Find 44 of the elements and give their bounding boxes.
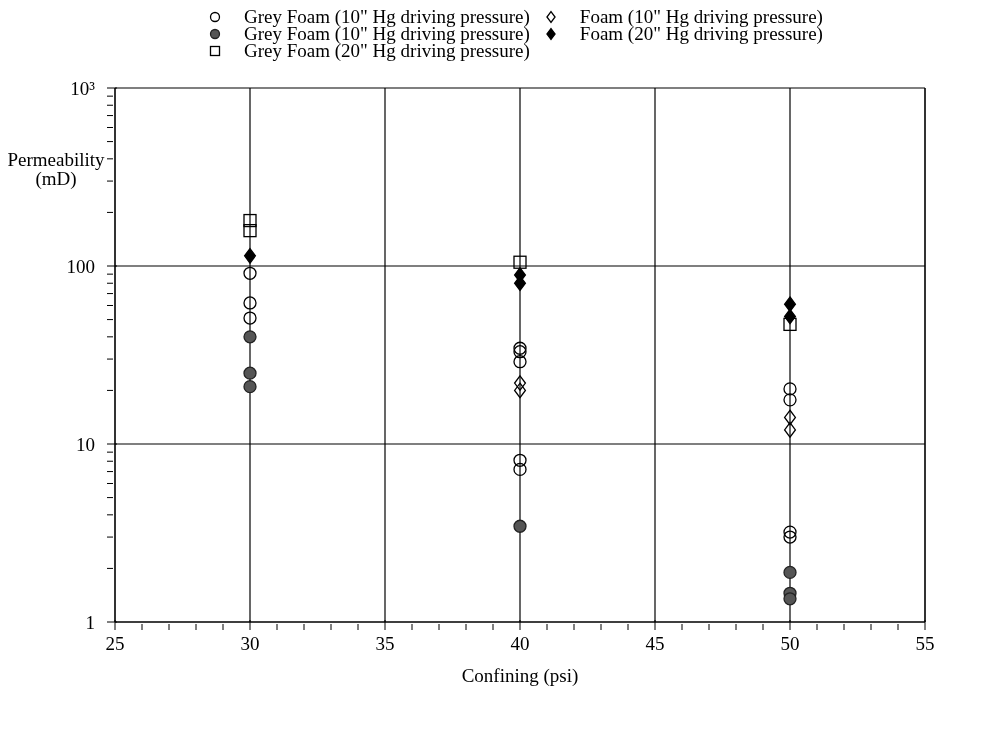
x-tick-label: 25 <box>105 633 125 654</box>
point <box>513 255 527 269</box>
legend-label: Grey Foam (10" Hg driving pressure) <box>244 6 530 27</box>
point <box>783 393 797 407</box>
y-tick-label: 10 <box>76 433 95 455</box>
point <box>243 330 257 344</box>
point <box>783 317 797 332</box>
point <box>513 355 527 369</box>
point <box>513 519 527 533</box>
x-tick-label: 35 <box>375 633 395 654</box>
point <box>243 248 257 264</box>
x-tick-label: 55 <box>915 633 935 654</box>
x-tick-label: 40 <box>510 633 530 654</box>
point <box>783 565 797 580</box>
point <box>513 341 527 355</box>
x-axis-title: Confining (psi) <box>461 665 579 687</box>
point <box>513 453 527 467</box>
y-tick-label: 1 <box>85 611 95 633</box>
point <box>243 380 257 394</box>
point <box>513 375 527 391</box>
point <box>783 530 797 544</box>
x-tick-label: 30 <box>240 633 260 654</box>
point <box>243 311 257 325</box>
point <box>783 296 797 313</box>
point <box>783 525 797 539</box>
point <box>783 592 797 606</box>
point <box>243 266 257 280</box>
y-tick-label: 10³ <box>70 77 96 99</box>
point <box>513 382 527 399</box>
y-tick-label: 100 <box>66 255 95 277</box>
legend-label: Foam (10" Hg driving pressure) <box>579 6 823 27</box>
x-tick-label: 50 <box>780 633 800 654</box>
point <box>243 296 257 310</box>
point <box>783 422 797 438</box>
point <box>783 308 797 325</box>
point <box>243 223 257 238</box>
point <box>783 409 797 426</box>
point <box>513 462 527 477</box>
point <box>783 382 797 396</box>
point <box>513 345 527 359</box>
point <box>243 213 257 228</box>
y-axis-title: Permeability (mD) <box>6 149 106 189</box>
x-tick-label: 45 <box>645 633 665 654</box>
point <box>243 366 257 380</box>
